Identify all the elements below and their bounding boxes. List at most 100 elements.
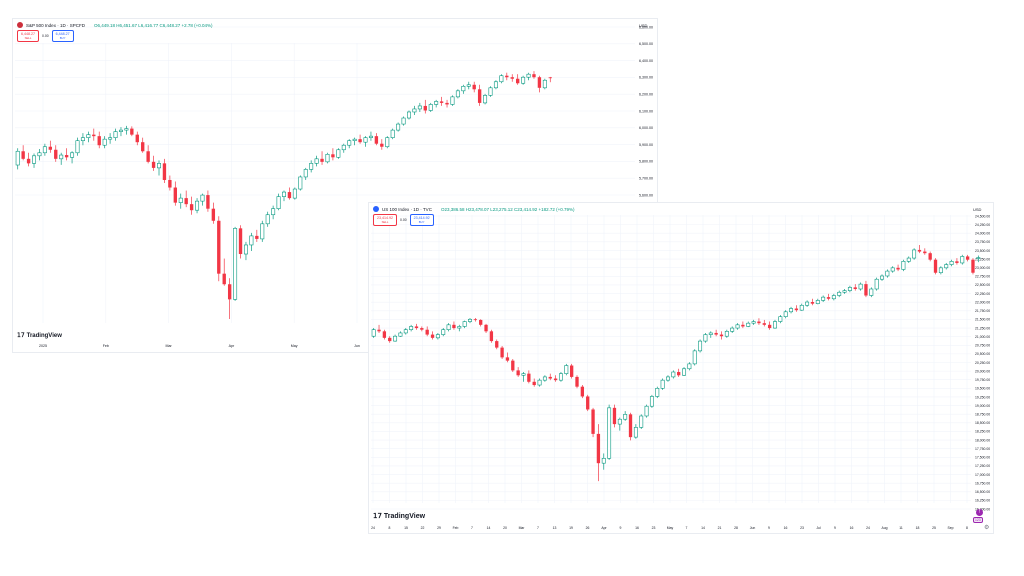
- spx-candle-body: [407, 111, 411, 119]
- ndx-candle: [767, 321, 772, 330]
- spx-candle: [48, 140, 53, 153]
- ndx-y-tick-label: 20,500.00: [975, 352, 990, 356]
- ndx-buy-button[interactable]: 23,414.92 BUY: [409, 214, 434, 226]
- ndx-candle-body: [960, 256, 965, 264]
- spx-candle: [368, 131, 373, 141]
- ndx-candle-body: [762, 323, 766, 325]
- spx-candle: [401, 116, 406, 126]
- spx-sell-price: 6,448.27: [21, 32, 35, 36]
- spx-candle: [374, 133, 379, 146]
- spx-x-tick-label: Feb: [103, 344, 109, 348]
- ndx-candle: [462, 320, 467, 329]
- spx-candle-body: [271, 208, 276, 216]
- spx-candle: [521, 75, 526, 85]
- ndx-candle-body: [880, 275, 884, 280]
- ndx-candle: [446, 323, 451, 332]
- ndx-symbol-title[interactable]: US 100 Index · 1D · TVC: [382, 206, 432, 212]
- ndx-candle-body: [473, 319, 478, 321]
- spx-candle-body: [325, 153, 330, 163]
- ndx-candle: [837, 290, 842, 298]
- spx-candle-body: [292, 188, 297, 199]
- ndx-x-tick-label: 9: [620, 526, 622, 530]
- spx-candle: [537, 75, 542, 93]
- ndx-candle: [719, 331, 724, 340]
- spx-candle: [173, 181, 177, 206]
- spx-chart-canvas[interactable]: 6,600.00 6,500.00 6,400.00 6,300.00 6,200.00…: [13, 19, 657, 352]
- ndx-buy-price: 23,414.92: [413, 216, 430, 220]
- ndx-candle-body: [446, 324, 451, 330]
- spx-candle: [124, 125, 129, 135]
- spx-candle: [282, 190, 286, 202]
- ndx-candle: [912, 248, 917, 260]
- ndx-candle-body: [489, 331, 494, 342]
- settings-gear-icon[interactable]: ⚙: [984, 525, 990, 531]
- ndx-candle-body: [767, 324, 772, 329]
- spx-candle: [15, 148, 20, 170]
- spx-candle-body: [336, 149, 341, 158]
- chart-panel-spx[interactable]: 6,600.00 6,500.00 6,400.00 6,300.00 6,200.00…: [12, 18, 658, 353]
- ndx-candle: [955, 258, 959, 265]
- spx-currency-label[interactable]: USD: [639, 23, 648, 28]
- spx-candle: [54, 145, 58, 162]
- spx-brand-text: TradingView: [26, 332, 62, 339]
- ndx-candle-body: [708, 332, 713, 335]
- spx-candle-body: [542, 79, 547, 89]
- spx-candle: [352, 137, 357, 146]
- ndx-candle: [382, 329, 387, 340]
- alert-count-badge[interactable]: 123: [973, 517, 983, 523]
- spx-symbol-title[interactable]: S&P 500 Index · 1D · SPCFD: [26, 22, 85, 28]
- ndx-candle: [677, 368, 681, 377]
- ndx-candle: [575, 375, 579, 389]
- spx-candle-body: [141, 142, 145, 152]
- ndx-currency-label[interactable]: USD: [973, 207, 982, 212]
- ndx-candle-body: [393, 335, 398, 342]
- ndx-candle: [944, 262, 949, 270]
- ndx-candle: [569, 363, 574, 379]
- spx-candle: [445, 99, 449, 108]
- spx-x-tick-label: May: [291, 344, 298, 348]
- ndx-candle-body: [703, 334, 708, 342]
- ndx-candle: [371, 328, 376, 338]
- spx-candle-body: [178, 197, 183, 203]
- ndx-tradingview-logo: 𝟣𝟩 TradingView: [373, 512, 425, 520]
- spx-candle-body: [314, 158, 319, 164]
- alert-icon[interactable]: !: [976, 509, 983, 516]
- spx-y-tick-label: 5,600.00: [639, 193, 653, 197]
- spx-candle-body: [217, 220, 221, 274]
- spx-candle-body: [64, 155, 69, 158]
- spx-x-tick-label: 2025: [39, 344, 47, 348]
- ndx-candle: [527, 370, 531, 384]
- spx-candle-body: [532, 74, 536, 78]
- ndx-x-tick-label: 21: [718, 526, 722, 530]
- ndx-candle: [708, 331, 713, 338]
- spx-candle: [341, 143, 346, 153]
- ndx-chart-canvas[interactable]: 24,500.00 24,250.00 24,000.00 23,750.00 23,5…: [369, 203, 993, 533]
- spx-candle: [542, 78, 547, 90]
- ndx-y-tick-label: 16,750.00: [975, 481, 990, 485]
- ndx-candle: [901, 259, 906, 272]
- ndx-candle-body: [853, 287, 857, 289]
- spx-candle-body: [113, 131, 118, 138]
- ndx-candle-body: [655, 388, 660, 397]
- spx-candle-body: [521, 76, 526, 84]
- ndx-candle: [398, 331, 403, 337]
- spx-candle-body: [195, 200, 200, 211]
- ndx-sell-button[interactable]: 23,414.92 SELL: [373, 214, 397, 226]
- spx-y-tick-label: 6,200.00: [639, 93, 653, 97]
- ndx-candle: [414, 323, 419, 330]
- ndx-candle-body: [484, 324, 488, 332]
- ndx-candle: [495, 339, 499, 350]
- spx-candle-body: [173, 187, 177, 203]
- spx-candle-body: [92, 134, 96, 137]
- ndx-candle-body: [735, 324, 740, 329]
- ndx-y-tick-label: 20,000.00: [975, 369, 990, 373]
- spx-candle: [336, 148, 341, 159]
- ndx-candle: [880, 274, 884, 281]
- ndx-candle: [815, 298, 820, 305]
- spx-buy-button[interactable]: 6,448.27 BUY: [51, 30, 74, 42]
- ndx-x-tick-label: 14: [487, 526, 491, 530]
- chart-panel-ndx[interactable]: 24,500.00 24,250.00 24,000.00 23,750.00 23,5…: [368, 202, 994, 534]
- ndx-candle: [452, 321, 456, 330]
- spx-sell-button[interactable]: 6,448.27 SELL: [17, 30, 39, 42]
- spx-candle-body: [184, 198, 188, 205]
